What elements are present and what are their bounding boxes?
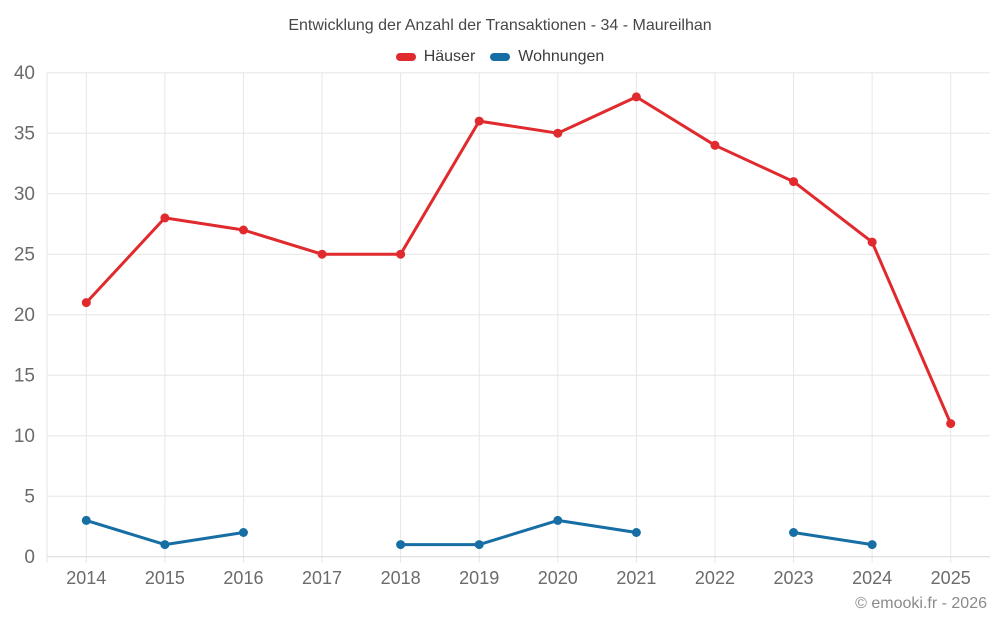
h-user-data-point[interactable] (553, 128, 563, 138)
wohnungen-data-point[interactable] (160, 540, 170, 550)
h-user-data-point[interactable] (867, 237, 877, 247)
y-tick-label: 0 (24, 547, 35, 568)
wohnungen-line (792, 531, 874, 547)
x-tick-label: 2022 (695, 568, 735, 588)
wohnungen-data-point[interactable] (789, 528, 799, 537)
y-tick-label: 40 (14, 63, 35, 84)
h-user-data-point[interactable] (238, 225, 248, 235)
wohnungen-data-point[interactable] (631, 528, 641, 537)
x-tick-label: 2023 (774, 568, 814, 588)
wohnungen-data-point[interactable] (867, 540, 877, 550)
y-tick-label: 5 (24, 487, 35, 508)
wohnungen-data-point[interactable] (238, 528, 248, 537)
x-tick-label: 2018 (381, 568, 421, 588)
y-tick-label: 35 (14, 124, 35, 145)
legend: Häuser Wohnungen (0, 48, 1000, 66)
x-tick-label: 2025 (931, 568, 971, 588)
wohnungen-data-point[interactable] (553, 515, 563, 525)
x-tick-label: 2021 (616, 568, 656, 588)
legend-item-hauser[interactable]: Häuser (395, 48, 476, 66)
wohnungen-legend-swatch-icon (490, 53, 511, 61)
h-user-data-point[interactable] (396, 249, 406, 259)
copyright-footer: © emooki.fr - 2026 (855, 595, 987, 612)
h-user-line (84, 95, 953, 426)
x-tick-label: 2014 (66, 568, 106, 588)
x-tick-label: 2024 (852, 568, 892, 588)
legend-label-hauser: Häuser (423, 48, 476, 65)
h-user-data-point[interactable] (631, 92, 641, 102)
h-user-data-point[interactable] (789, 177, 799, 187)
wohnungen-data-point[interactable] (81, 515, 91, 525)
y-tick-label: 20 (14, 305, 35, 326)
y-tick-label: 25 (14, 245, 35, 266)
h-user-data-point[interactable] (317, 249, 327, 259)
y-tick-label: 10 (14, 426, 35, 447)
wohnungen-data-point[interactable] (396, 540, 406, 550)
x-tick-label: 2019 (459, 568, 499, 588)
y-tick-label: 30 (14, 184, 35, 205)
h-user-data-point[interactable] (474, 116, 484, 126)
wohnungen-data-point[interactable] (474, 540, 484, 550)
chart-title: Entwicklung der Anzahl der Transaktionen… (288, 17, 712, 34)
h-user-data-point[interactable] (946, 419, 956, 429)
x-tick-label: 2020 (538, 568, 578, 588)
legend-item-wohnungen[interactable]: Wohnungen (490, 48, 604, 66)
x-tick-label: 2017 (302, 568, 342, 588)
legend-label-wohnungen: Wohnungen (518, 48, 605, 65)
h-user-data-point[interactable] (81, 298, 91, 308)
wohnungen-line (399, 518, 638, 547)
y-tick-label: 15 (14, 366, 35, 387)
h-user-data-point[interactable] (160, 213, 170, 223)
hauser-legend-swatch-icon (395, 53, 416, 61)
x-tick-label: 2016 (223, 568, 263, 588)
h-user-data-point[interactable] (710, 140, 720, 150)
x-tick-label: 2015 (145, 568, 185, 588)
